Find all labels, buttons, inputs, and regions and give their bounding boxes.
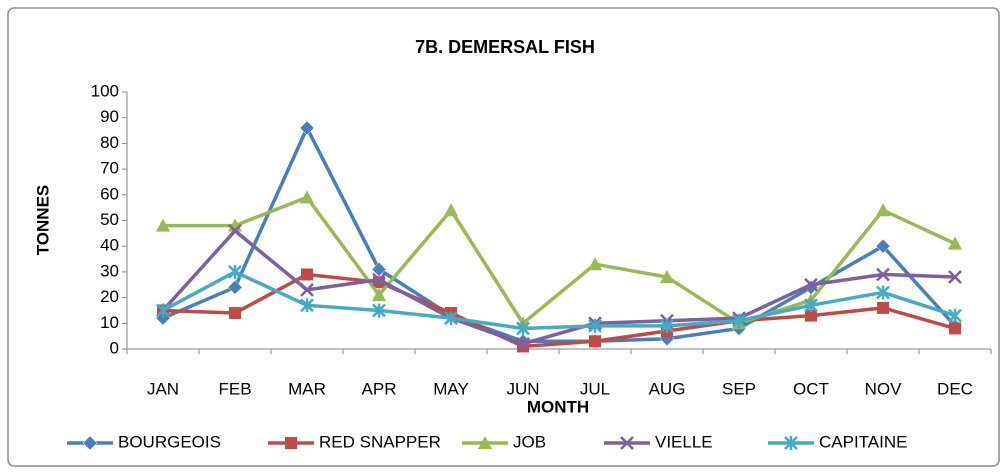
x-tick-label: JUL	[580, 379, 610, 398]
marker	[948, 308, 962, 323]
y-tick-label: 50	[100, 210, 119, 229]
marker	[876, 203, 890, 217]
legend-item: BOURGEOIS	[67, 432, 221, 451]
x-tick-label: APR	[362, 379, 397, 398]
legend-label: VIELLE	[655, 432, 713, 451]
marker	[589, 335, 601, 348]
x-tick-label: SEP	[722, 379, 756, 398]
x-tick-label: MAR	[288, 379, 326, 398]
marker	[875, 238, 891, 254]
x-tick-label: OCT	[793, 379, 829, 398]
marker	[877, 301, 889, 314]
y-tick-label: 0	[110, 338, 119, 357]
marker	[444, 203, 458, 217]
marker	[156, 303, 170, 318]
x-tick-label: FEB	[218, 379, 251, 398]
x-tick-label: NOV	[865, 379, 903, 398]
marker	[300, 298, 314, 313]
legend-label: BOURGEOIS	[118, 432, 221, 451]
legend-label: RED SNAPPER	[319, 432, 441, 451]
marker	[949, 322, 961, 335]
x-tick-label: JAN	[147, 379, 179, 398]
series-line	[161, 229, 956, 346]
series-line	[163, 195, 956, 326]
marker	[588, 318, 602, 333]
y-tick-label: 30	[100, 261, 119, 280]
y-axis-title: TONNES	[33, 185, 52, 256]
marker	[229, 307, 241, 320]
marker	[82, 435, 98, 451]
chart-title: 7B. DEMERSAL FISH	[415, 37, 595, 57]
x-tick-label: DEC	[937, 379, 973, 398]
y-tick-label: 20	[100, 287, 119, 306]
marker	[300, 190, 314, 204]
marker	[948, 270, 962, 284]
marker	[301, 268, 313, 281]
legend-item: VIELLE	[604, 432, 713, 451]
marker	[372, 288, 386, 302]
marker	[660, 270, 674, 284]
y-tick-label: 80	[100, 133, 119, 152]
chart-frame	[7, 7, 1000, 467]
marker	[285, 437, 297, 449]
y-tick-label: 100	[91, 81, 119, 100]
marker	[478, 436, 492, 449]
y-tick-label: 40	[100, 236, 119, 255]
marker	[228, 223, 242, 238]
x-tick-label: JUN	[506, 379, 539, 398]
marker	[876, 285, 890, 300]
marker	[804, 298, 818, 313]
marker	[228, 264, 242, 279]
marker	[588, 257, 602, 271]
x-axis-title: MONTH	[527, 397, 589, 416]
legend-label: CAPITAINE	[819, 432, 907, 451]
marker	[372, 272, 386, 287]
y-tick-label: 70	[100, 159, 119, 178]
marker	[620, 436, 634, 450]
legend-item: CAPITAINE	[768, 432, 907, 451]
marker	[784, 436, 798, 450]
y-tick-label: 10	[100, 313, 119, 332]
marker	[300, 283, 314, 297]
marker	[227, 279, 243, 295]
marker	[876, 267, 890, 282]
y-tick-label: 60	[100, 184, 119, 203]
y-tick-label: 90	[100, 107, 119, 126]
series-line	[162, 270, 956, 331]
marker	[444, 311, 458, 326]
x-tick-label: AUG	[649, 379, 686, 398]
marker	[516, 336, 530, 351]
x-tick-label: MAY	[433, 379, 469, 398]
marker	[804, 277, 818, 292]
marker	[948, 236, 962, 250]
marker	[660, 318, 674, 333]
legend-label: JOB	[513, 432, 546, 451]
marker	[732, 313, 746, 328]
legend-item: JOB	[462, 432, 546, 451]
marker	[156, 218, 170, 232]
series-line	[162, 126, 957, 344]
legend-item: RED SNAPPER	[268, 432, 441, 451]
marker	[805, 309, 817, 322]
marker	[372, 303, 386, 318]
marker	[299, 120, 315, 136]
marker	[516, 321, 530, 336]
